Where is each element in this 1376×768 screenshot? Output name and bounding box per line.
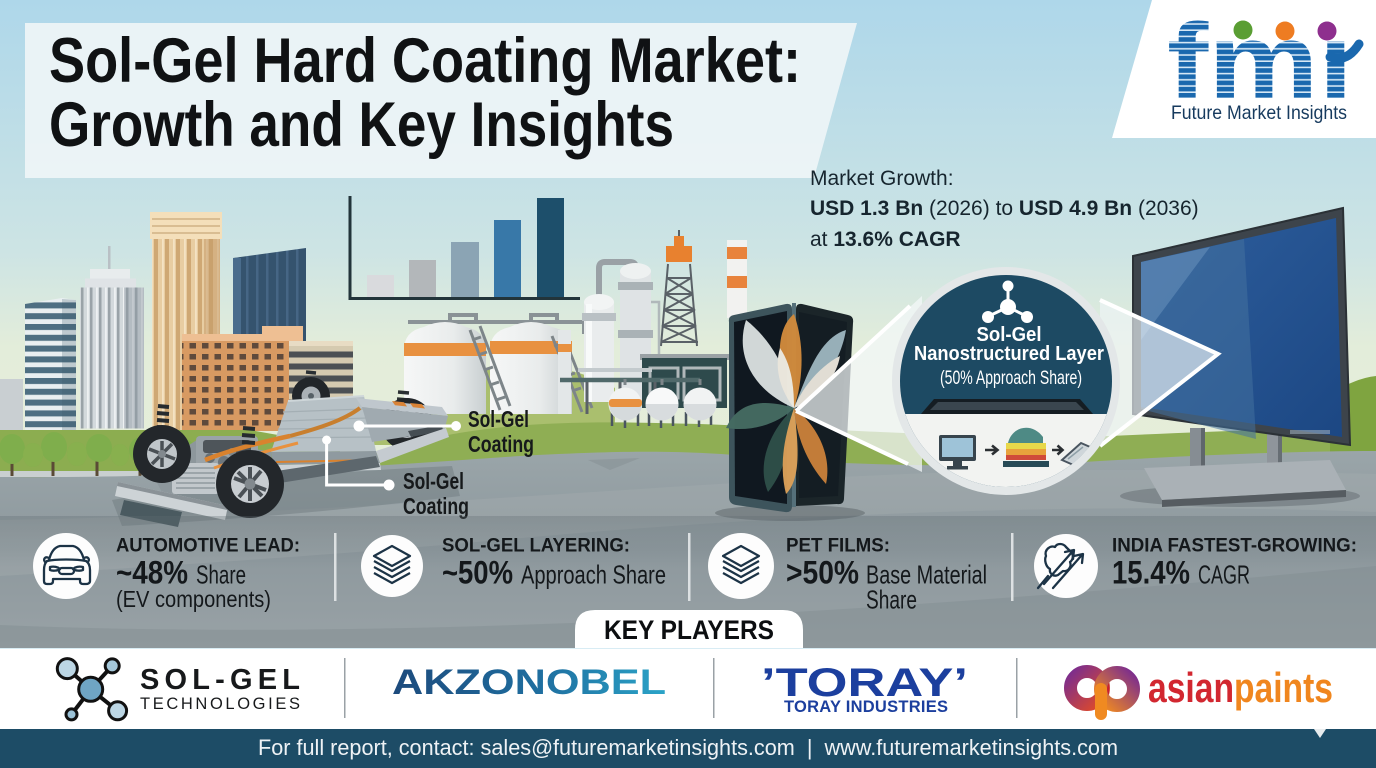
svg-text:(EV components): (EV components) bbox=[116, 586, 271, 612]
svg-text:Sol-Gel: Sol-Gel bbox=[468, 406, 529, 432]
svg-text:Growth and Key Insights: Growth and Key Insights bbox=[49, 90, 674, 160]
svg-text:at 13.6% CAGR: at 13.6% CAGR bbox=[810, 228, 961, 251]
svg-text:Market Growth:: Market Growth: bbox=[810, 167, 954, 190]
svg-text:SOL-GEL LAYERING:: SOL-GEL LAYERING: bbox=[442, 536, 630, 557]
svg-text:KEY PLAYERS: KEY PLAYERS bbox=[604, 615, 774, 645]
svg-text:CAGR: CAGR bbox=[1198, 560, 1250, 590]
svg-text:Sol-Gel: Sol-Gel bbox=[977, 324, 1042, 346]
svg-text:SOL-GEL: SOL-GEL bbox=[140, 664, 300, 696]
svg-text:’TORAY’: ’TORAY’ bbox=[761, 661, 968, 705]
svg-text:TORAY INDUSTRIES: TORAY INDUSTRIES bbox=[784, 698, 948, 716]
svg-text:Sol-Gel: Sol-Gel bbox=[403, 468, 464, 494]
svg-text:fmı: fmı bbox=[1167, 1, 1353, 121]
svg-text:Share: Share bbox=[196, 560, 246, 590]
svg-text:~50%: ~50% bbox=[442, 555, 513, 591]
svg-text:(50% Approach Share): (50% Approach Share) bbox=[940, 368, 1082, 389]
svg-text:AUTOMOTIVE LEAD:: AUTOMOTIVE LEAD: bbox=[116, 536, 300, 557]
svg-text:Sol-Gel Hard Coating Market:: Sol-Gel Hard Coating Market: bbox=[49, 26, 801, 96]
svg-text:AKZONOBEL: AKZONOBEL bbox=[392, 663, 666, 702]
svg-text:15.4%: 15.4% bbox=[1112, 555, 1190, 591]
svg-text:asianpaints: asianpaints bbox=[1148, 664, 1333, 711]
svg-text:Nanostructured Layer: Nanostructured Layer bbox=[914, 343, 1104, 365]
svg-text:PET FILMS:: PET FILMS: bbox=[786, 536, 890, 557]
svg-text:Coating: Coating bbox=[403, 493, 469, 519]
svg-text:Coating: Coating bbox=[468, 431, 534, 457]
svg-text:USD 1.3 Bn (2026) to USD 4.9 B: USD 1.3 Bn (2026) to USD 4.9 Bn (2036) bbox=[810, 197, 1199, 220]
svg-text:TECHNOLOGIES: TECHNOLOGIES bbox=[140, 695, 300, 713]
svg-text:Base Material: Base Material bbox=[866, 560, 987, 590]
svg-text:Future Market Insights: Future Market Insights bbox=[1171, 102, 1347, 124]
svg-text:INDIA FASTEST-GROWING:: INDIA FASTEST-GROWING: bbox=[1112, 536, 1357, 557]
svg-text:~48%: ~48% bbox=[116, 555, 188, 591]
svg-text:For full report, contact: sale: For full report, contact: sales@futurema… bbox=[258, 735, 1118, 760]
svg-text:>50%: >50% bbox=[786, 555, 859, 591]
svg-text:Approach Share: Approach Share bbox=[521, 560, 666, 590]
svg-text:Share: Share bbox=[866, 585, 917, 615]
